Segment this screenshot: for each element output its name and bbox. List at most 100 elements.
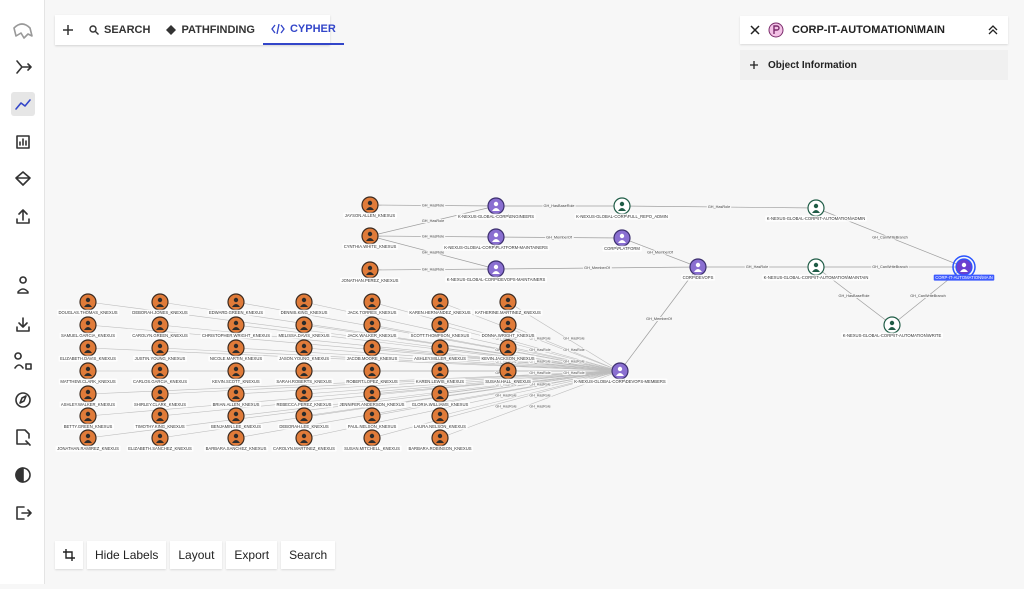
tab-pathfinding[interactable]: PATHFINDING [158,15,263,45]
node-label-bg [131,378,189,385]
tab-search[interactable]: SEARCH [81,15,158,45]
edge-label: GH_HasRole [529,371,550,375]
nav-logout[interactable] [16,506,32,520]
node-label: JACK.WALKER_KNEXUS [348,333,397,338]
node-user: JENNIFER.ANDERSON_KNEXUS [338,385,407,408]
node-icon [493,201,499,207]
node-icon [367,200,373,206]
edge-label-bg [706,205,732,209]
node-icon [301,433,307,439]
tab-cypher[interactable]: CYPHER [262,15,344,45]
nav-gem[interactable] [15,171,31,186]
node-label-bg [479,355,537,362]
node-icon [233,411,239,417]
node-icon [85,343,91,349]
node-user: SHIRLEY.CLARK_KNEXUS [132,385,188,408]
node-icon [437,433,443,439]
nav-upload[interactable] [16,209,30,224]
node-icon [812,269,820,272]
edge-label-bg [494,404,518,409]
node-user: SAMUEL.GARCIA_KNEXUS [59,316,117,339]
edge-label: GH_HasRole [529,336,550,340]
node-label: KEVIN.SCOTT_KNEXUS [212,379,260,384]
node-label-bg [572,378,668,385]
node-user: PAUL.NELSON_KNEXUS [346,407,398,430]
nav-compass[interactable] [15,392,31,408]
node-icon [300,440,308,443]
nav-search-file[interactable] [16,429,31,446]
node-user: ASHLEY.MILLER_KNEXUS [412,339,468,362]
code-icon [271,24,285,34]
node-icon [84,418,92,421]
node-label: EDWARD.GREEN_KNEXUS [209,310,263,315]
node-user: TIMOTHY.KING_KNEXUS [133,407,187,430]
node-icon [961,262,967,268]
edge-label-bg [542,204,576,208]
nav-download[interactable] [16,317,30,332]
node-user: GLORIA.WILLIAMS_KNEXUS [410,385,470,408]
edge-label: GH_HasRole [563,359,584,363]
collapse-icon[interactable] [988,25,998,35]
edge-label: GH_MemberOf [647,251,674,255]
hide-labels-button[interactable]: Hide Labels [87,541,167,569]
node-icon [85,433,91,439]
edge-label: GH_CanWriteBranch [910,294,946,298]
node-label: JUSTIN.YOUNG_KNEXUS [135,356,186,361]
node-icon [85,366,91,372]
node-icon [889,320,895,326]
node-label-bg [59,332,117,339]
crop-button[interactable] [55,541,83,569]
edge-label: GH_HasRole [422,235,444,239]
nav-user[interactable] [17,276,29,294]
node-user: CYNTHIA.WHITE_KNEXUS [342,227,398,250]
nav-user-admin[interactable] [14,352,32,370]
tab-label: SEARCH [104,24,151,36]
edge-label: GH_HasRole [422,268,444,272]
node-icon [367,231,373,237]
node-label-bg [274,378,334,385]
node-label: NICOLE.MARTIN_KNEXUS [210,356,262,361]
search-button[interactable]: Search [281,541,336,569]
node-icon [694,269,702,272]
node-icon [436,418,444,421]
edge-label-bg [420,250,446,255]
node-label-bg [342,445,402,452]
node-icon [84,350,92,353]
node-label: JACK.TORRES_KNEXUS [348,310,397,315]
node-user: REBECCA.PEREZ_KNEXUS [275,385,334,408]
node-icon [493,264,499,270]
node-label: K-NEXUS-GLOBAL-CORP\IT-AUTOMATION\WRITE [843,333,942,338]
panel-header: CORP-IT-AUTOMATION\MAIN [740,16,1008,44]
node-label-bg [271,445,337,452]
object-information-section[interactable]: Object Information [740,50,1008,80]
node-user: JUSTIN.YOUNG_KNEXUS [133,339,188,362]
node-user: BRIAN.ALLEN_KNEXUS [211,385,262,408]
node-icon [300,350,308,353]
node-label: SHIRLEY.CLARK_KNEXUS [134,402,186,407]
node-team: CORP\PLATFORM [602,229,642,252]
edge-label: GH_HasRole [529,348,550,352]
node-label-bg [765,215,867,222]
nav-reports[interactable] [16,135,30,149]
node-icon [368,396,376,399]
node-label: DENNIS.KING_KNEXUS [281,310,328,315]
edge-label: GH_HasRole [746,265,768,269]
node-label-bg [58,378,118,385]
nav-attack-paths[interactable] [15,99,31,110]
node-role: K-NEXUS-GLOBAL-CORP\IT-AUTOMATION\WRITE [841,316,943,339]
export-button[interactable]: Export [226,541,278,569]
node-icon [301,389,307,395]
node-user: ASHLEY.WALKER_KNEXUS [59,385,117,408]
edge-label: GH_MemberOf [546,236,573,240]
layout-button[interactable]: Layout [170,541,223,569]
node-label: CAROLYN.MARTINEZ_KNEXUS [273,446,335,451]
node-icon [157,297,163,303]
node-label: JAYSON.ALLEN_KNEXUS [345,213,396,218]
node-icon [157,343,163,349]
nav-explore[interactable] [16,60,32,74]
edge-label: GH_HasRole [495,404,516,408]
edge-label: GH_HasRole [495,393,516,397]
add-tab[interactable] [55,15,81,45]
close-icon[interactable] [750,25,760,35]
entity-panel: CORP-IT-AUTOMATION\MAIN Object Informati… [740,16,1008,80]
